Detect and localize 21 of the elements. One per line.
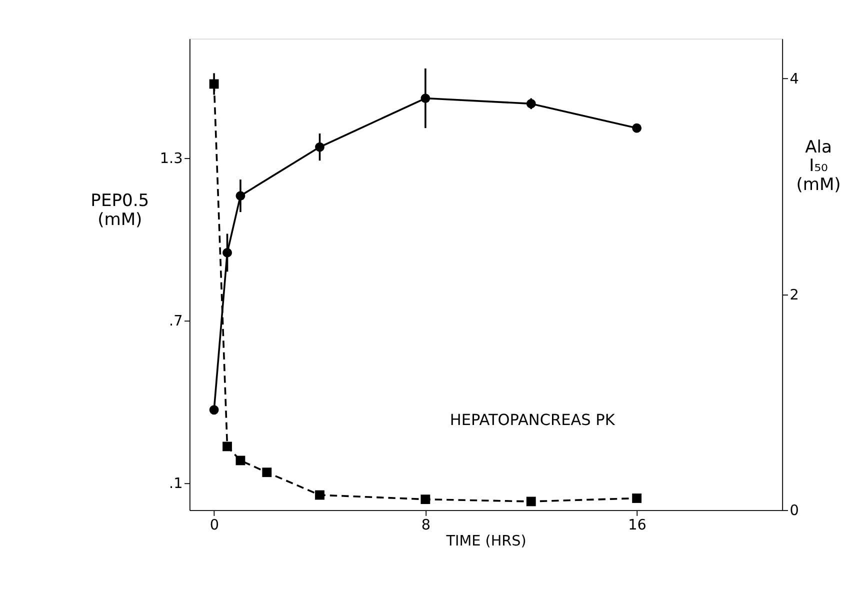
annotation: HEPATOPANCREAS PK <box>450 410 616 429</box>
y-axis-title: PEP0.5 (mM) <box>90 191 150 230</box>
y2-tick-label: 4 <box>790 72 799 88</box>
y-tick-label: .1 <box>169 476 183 492</box>
x-tick-label: 0 <box>210 517 220 534</box>
y-tick-label: 1.3 <box>160 150 183 167</box>
point <box>420 494 430 504</box>
y2-axis-title: Ala I₅₀ (mM) <box>796 137 841 195</box>
y-tick-label: .7 <box>169 313 183 330</box>
point <box>526 496 536 506</box>
x-axis-title: TIME (HRS) <box>445 534 526 550</box>
point <box>236 456 246 466</box>
x-tick-label: 16 <box>628 517 646 534</box>
point <box>262 468 272 478</box>
point <box>315 490 324 500</box>
point <box>632 494 642 503</box>
point <box>209 405 219 415</box>
x-tick-label: 8 <box>421 517 430 534</box>
y2-tick-label: 0 <box>790 503 799 520</box>
point <box>222 442 232 452</box>
y2-tick-label: 2 <box>790 287 799 304</box>
